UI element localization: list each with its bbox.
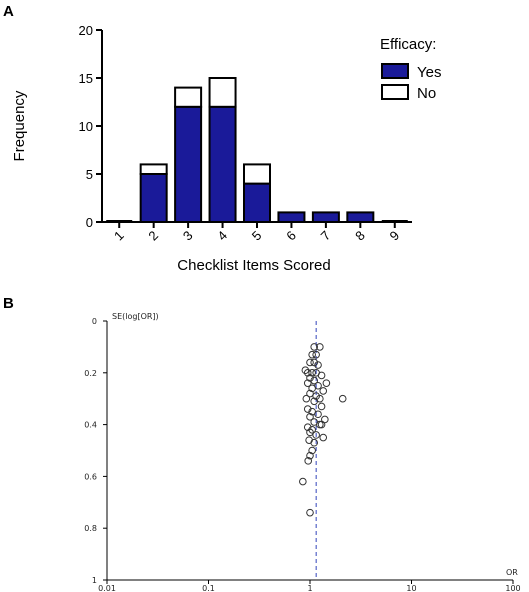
scatter-point <box>308 350 316 359</box>
x-tick-label: 3 <box>180 228 196 244</box>
scatter-point <box>308 384 316 393</box>
bar-yes-7 <box>311 211 340 223</box>
x-tick-label: 8 <box>352 228 368 244</box>
scatter-point <box>319 433 328 442</box>
scatter-point <box>312 431 320 439</box>
scatter-point <box>317 420 326 429</box>
bar-yes-8 <box>346 211 375 223</box>
bar-no-5 <box>243 163 271 185</box>
b-y-tick-label: 0.6 <box>84 472 97 481</box>
b-y-tick-label: 0 <box>92 317 97 326</box>
bar-yes-4 <box>208 105 237 223</box>
panel-a-y-axis-title: Frequency <box>11 90 28 161</box>
bar-no-2 <box>139 163 168 175</box>
scatter-point <box>306 413 314 421</box>
x-tick-label: 1 <box>111 228 127 244</box>
bar-yes-6 <box>277 211 306 223</box>
b-x-tick-label: 1 <box>307 584 312 592</box>
legend-label-yes: Yes <box>417 64 441 81</box>
scatter-point <box>303 423 312 431</box>
b-x-tick-label: 0.01 <box>98 584 116 592</box>
b-y-tick-label: 0.2 <box>84 369 97 378</box>
scatter-point <box>338 394 347 403</box>
scatter-point <box>314 361 322 369</box>
scatter-point <box>305 436 313 444</box>
x-tick-label: 9 <box>387 228 403 244</box>
scatter-point <box>306 374 314 382</box>
bar-yes-5 <box>243 182 271 224</box>
panel-label-a: A <box>3 3 14 20</box>
scatter-point <box>301 366 310 375</box>
x-tick-label: 6 <box>283 228 299 244</box>
scatter-point <box>306 389 314 398</box>
y-tick-label: 5 <box>86 167 93 182</box>
scatter-point <box>306 428 314 437</box>
panel-b-y-axis-title: SE(log[OR]) <box>112 312 159 321</box>
scatter-point <box>310 358 319 367</box>
legend-swatch-yes <box>381 63 409 79</box>
b-y-tick-label: 0.4 <box>84 421 97 430</box>
scatter-point <box>308 425 316 434</box>
scatter-point <box>310 438 319 447</box>
scatter-point <box>299 477 307 486</box>
scatter-point <box>316 343 324 351</box>
legend-title: Efficacy: <box>380 36 436 53</box>
bar-no-4 <box>208 77 237 108</box>
x-tick-label: 2 <box>145 228 161 244</box>
b-x-tick-label: 100 <box>505 584 520 592</box>
panel-a-bar-chart: Frequency Checklist Items Scored 0510152… <box>11 23 441 274</box>
y-tick-label: 15 <box>79 71 93 86</box>
bar-no-3 <box>174 86 203 108</box>
b-y-tick-label: 0.8 <box>84 524 97 533</box>
x-tick-label: 7 <box>318 228 334 244</box>
scatter-point <box>322 379 331 387</box>
scatter-point <box>302 394 311 403</box>
y-tick-label: 20 <box>79 23 93 38</box>
scatter-point <box>317 371 326 380</box>
scatter-point <box>303 369 312 377</box>
panel-label-b: B <box>3 295 14 312</box>
legend-swatch-no <box>381 84 409 100</box>
bar-yes-3 <box>174 105 203 223</box>
scatter-point <box>310 343 319 351</box>
b-x-tick-label: 10 <box>406 584 416 592</box>
y-tick-label: 10 <box>79 119 93 134</box>
x-tick-label: 4 <box>214 228 230 244</box>
b-x-tick-label: 0.1 <box>202 584 215 592</box>
scatter-point <box>319 387 328 395</box>
scatter-point <box>312 350 320 359</box>
scatter-point <box>308 446 316 455</box>
y-tick-label: 0 <box>86 215 93 230</box>
x-tick-label: 5 <box>249 228 265 244</box>
scatter-point <box>310 376 319 385</box>
panel-a-legend: Efficacy: Yes No <box>380 36 441 102</box>
legend-label-no: No <box>417 85 436 102</box>
scatter-point <box>306 358 314 367</box>
scatter-point <box>304 457 313 465</box>
panel-a-x-axis-title: Checklist Items Scored <box>177 257 330 274</box>
scatter-point <box>317 402 326 411</box>
scatter-point <box>303 379 312 387</box>
scatter-point <box>306 451 314 460</box>
scatter-point <box>314 410 322 419</box>
b-y-tick-label: 1 <box>92 576 97 585</box>
panel-b-x-axis-title: OR <box>506 568 518 577</box>
bar-yes-2 <box>139 173 168 223</box>
scatter-point <box>310 397 319 406</box>
scatter-point <box>306 508 314 517</box>
scatter-point <box>303 405 312 413</box>
scatter-point <box>308 369 316 377</box>
panel-b-funnel-plot: SE(log[OR]) OR 0 0.2 0.4 0.6 0.8 1 0.01 0.1 1 10… <box>84 312 520 592</box>
